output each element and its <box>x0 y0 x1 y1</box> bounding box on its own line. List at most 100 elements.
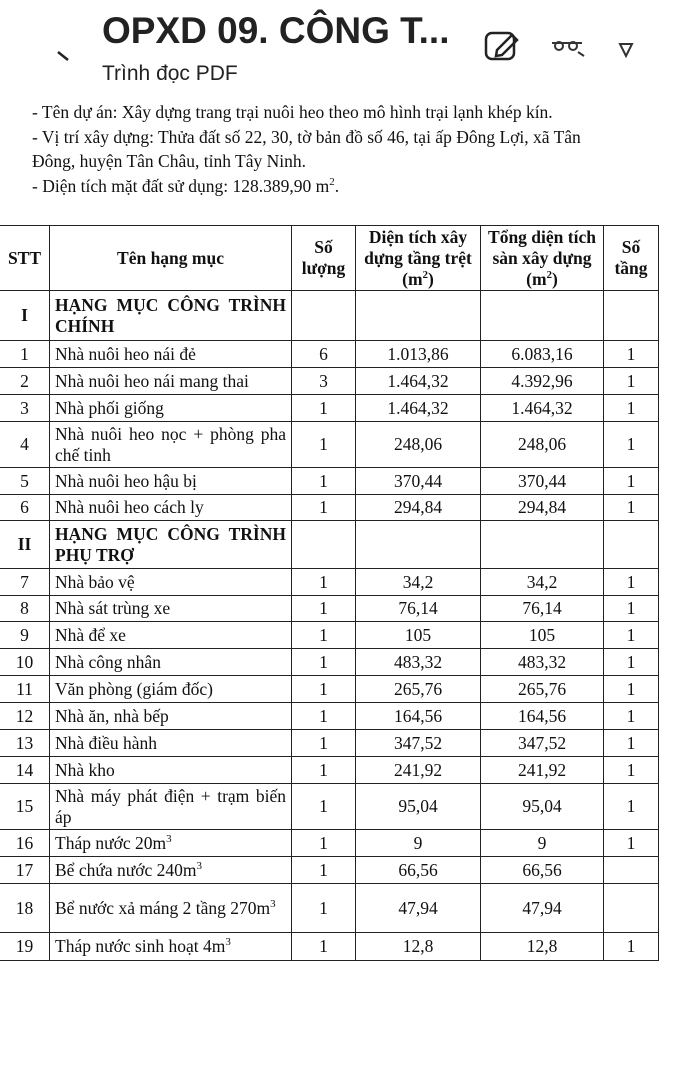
cell: 1.013,86 <box>355 340 481 368</box>
superscript: 3 <box>196 859 202 872</box>
table-row: 12 Nhà ăn, nhà bếp 1 164,56 164,56 1 <box>0 702 659 730</box>
cell: Nhà nuôi heo hậu bị <box>49 467 292 495</box>
cell <box>603 856 659 884</box>
cell: 8 <box>0 595 50 622</box>
cell <box>480 290 604 341</box>
edit-button[interactable] <box>484 31 519 61</box>
cell: 483,32 <box>480 648 604 676</box>
cell: 34,2 <box>480 568 604 596</box>
cell: 9 <box>355 829 481 857</box>
table-row: I HẠNG MỤC CÔNG TRÌNH CHÍNH <box>0 290 659 341</box>
cell: 5 <box>0 467 50 495</box>
cell: 1 <box>603 467 659 495</box>
table-row: 19 Tháp nước sinh hoạt 4m3 1 12,8 12,8 1 <box>0 932 659 961</box>
cell <box>355 520 481 569</box>
table-row: 15 Nhà máy phát điện + trạm biến áp 1 95,04… <box>0 783 659 830</box>
cell: 10 <box>0 648 50 676</box>
document-text: - Tên dự án: Xây dựng trang trại nuôi he… <box>32 100 581 198</box>
cell: 1 <box>291 883 356 933</box>
table-row: 9 Nhà để xe 1 105 105 1 <box>0 621 659 649</box>
cell: 47,94 <box>355 883 481 933</box>
doc-line: - Tên dự án: Xây dựng trang trại nuôi he… <box>32 102 553 122</box>
cell: 1 <box>291 394 356 422</box>
cell: Nhà nuôi heo nái mang thai <box>49 367 292 395</box>
table-row: 18 Bể nước xả máng 2 tầng 270m3 1 47,94 47,9… <box>0 883 659 933</box>
cell: 1 <box>603 367 659 395</box>
cell: 1 <box>603 932 659 961</box>
superscript: 3 <box>166 832 172 845</box>
table-row: 11 Văn phòng (giám đốc) 1 265,76 265,76 1 <box>0 675 659 703</box>
cell: 4 <box>0 421 50 468</box>
cell: 164,56 <box>355 702 481 730</box>
cell <box>480 520 604 569</box>
cell: 241,92 <box>480 756 604 784</box>
cell: 1 <box>291 467 356 495</box>
table-row: 8 Nhà sát trùng xe 1 76,14 76,14 1 <box>0 595 659 622</box>
cell: 1 <box>603 494 659 521</box>
cell: Nhà máy phát điện + trạm biến áp <box>49 783 292 830</box>
cell: 347,52 <box>355 729 481 757</box>
cell: 1 <box>291 648 356 676</box>
cell: 14 <box>0 756 50 784</box>
cell: 76,14 <box>355 595 481 622</box>
cell: 12,8 <box>355 932 481 961</box>
share-button[interactable] <box>552 41 585 57</box>
cell: Nhà phối giống <box>49 394 292 422</box>
table-row: 14 Nhà kho 1 241,92 241,92 1 <box>0 756 659 784</box>
cell: Bể chứa nước 240m3 <box>49 856 292 884</box>
cell: 1 <box>603 568 659 596</box>
text: . <box>334 175 340 196</box>
back-button[interactable] <box>57 51 69 61</box>
cell <box>603 520 659 569</box>
cell: Tháp nước sinh hoạt 4m3 <box>49 932 292 961</box>
cell: Nhà ăn, nhà bếp <box>49 702 292 730</box>
cell: 19 <box>0 932 50 961</box>
text: Tháp nước 20m <box>55 832 167 853</box>
text: Diện tích xây dựng tầng trệt (m <box>364 226 472 289</box>
column-header: Tên hạng mục <box>49 225 292 291</box>
table-row: 6 Nhà nuôi heo cách ly 1 294,84 294,84 1 <box>0 494 659 521</box>
cell: 16 <box>0 829 50 857</box>
cell: 1 <box>291 756 356 784</box>
cell: 1 <box>603 648 659 676</box>
cell: Văn phòng (giám đốc) <box>49 675 292 703</box>
cell: 13 <box>0 729 50 757</box>
cell: 9 <box>480 829 604 857</box>
text: Bể nước xả máng 2 tầng 270m <box>55 897 271 918</box>
more-button[interactable] <box>618 43 634 59</box>
text: ) <box>428 268 434 289</box>
cell: 2 <box>0 367 50 395</box>
cell: 66,56 <box>355 856 481 884</box>
cell: 18 <box>0 883 50 933</box>
cell: 1 <box>291 421 356 468</box>
cell: 7 <box>0 568 50 596</box>
superscript: 2 <box>329 175 335 188</box>
cell: 12,8 <box>480 932 604 961</box>
cell: Nhà công nhân <box>49 648 292 676</box>
cell: 4.392,96 <box>480 367 604 395</box>
cell: 95,04 <box>355 783 481 830</box>
header-row: STT Tên hạng mục Số lượng Diện tích xây dựn… <box>0 225 659 291</box>
cell: 1 <box>291 621 356 649</box>
text: - Diện tích mặt đất sử dụng: 128.389,90 … <box>32 175 330 196</box>
cell: 164,56 <box>480 702 604 730</box>
cell: 17 <box>0 856 50 884</box>
cell: 1 <box>291 829 356 857</box>
cell: 1 <box>603 783 659 830</box>
cell: Bể nước xả máng 2 tầng 270m3 <box>49 883 292 933</box>
cell: 1 <box>291 675 356 703</box>
cell: Nhà sát trùng xe <box>49 595 292 622</box>
cell: 1 <box>291 702 356 730</box>
table-row: 5 Nhà nuôi heo hậu bị 1 370,44 370,44 1 <box>0 467 659 495</box>
cell: 1 <box>603 675 659 703</box>
cell: 105 <box>480 621 604 649</box>
cell: Nhà nuôi heo nái đẻ <box>49 340 292 368</box>
cell: 105 <box>355 621 481 649</box>
cell: 1 <box>291 783 356 830</box>
cell: 34,2 <box>355 568 481 596</box>
toolbar <box>57 31 634 61</box>
cell: 248,06 <box>355 421 481 468</box>
cell: I <box>0 290 50 341</box>
cell: 12 <box>0 702 50 730</box>
cell: II <box>0 520 50 569</box>
